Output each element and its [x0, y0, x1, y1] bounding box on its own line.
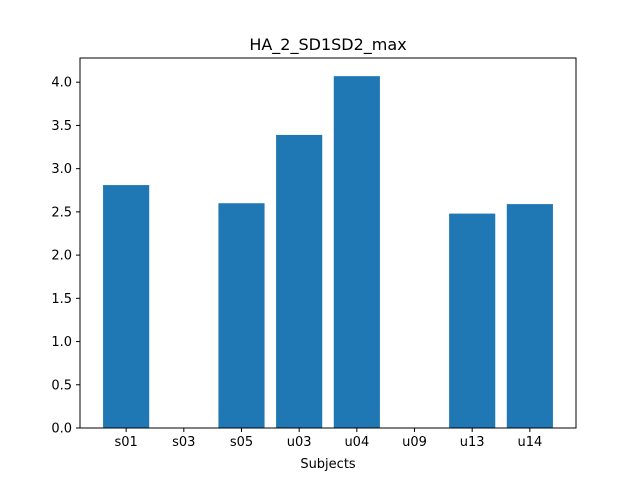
y-tick-label: 2.5: [51, 205, 72, 220]
y-tick-label: 3.5: [51, 119, 72, 134]
y-tick-label: 3.0: [51, 162, 72, 177]
x-tick-label: u04: [344, 435, 369, 450]
y-axis-ticks: 0.0 0.5 1.0 1.5 2.0 2.5 3.0 3.5 4.0: [51, 76, 80, 437]
bar-u04: [333, 76, 380, 428]
x-tick-label: s03: [172, 435, 195, 450]
bar-u13: [449, 213, 496, 428]
x-tick-label: u14: [517, 435, 542, 450]
x-tick-label: u09: [402, 435, 427, 450]
bar-s05: [218, 203, 265, 428]
plot-frame: [79, 57, 577, 429]
x-tick-label: s05: [230, 435, 253, 450]
x-axis-ticks: s01 s03 s05 u03 u04 u09 u13 u14: [114, 428, 542, 450]
x-tick-label: u03: [287, 435, 312, 450]
y-tick-label: 0.0: [51, 422, 72, 437]
y-tick-label: 1.5: [51, 292, 72, 307]
x-axis-label: Subjects: [300, 457, 356, 472]
x-tick-label: u13: [460, 435, 485, 450]
y-tick-label: 1.0: [51, 335, 72, 350]
x-tick-label: s01: [114, 435, 137, 450]
y-tick-label: 0.5: [51, 378, 72, 393]
chart-title: HA_2_SD1SD2_max: [249, 35, 406, 55]
bar-u03: [276, 134, 323, 428]
bar-u14: [506, 204, 553, 428]
y-tick-label: 2.0: [51, 249, 72, 264]
y-tick-label: 4.0: [51, 76, 72, 91]
bars-group: [103, 76, 553, 428]
bar-s01: [103, 185, 150, 428]
